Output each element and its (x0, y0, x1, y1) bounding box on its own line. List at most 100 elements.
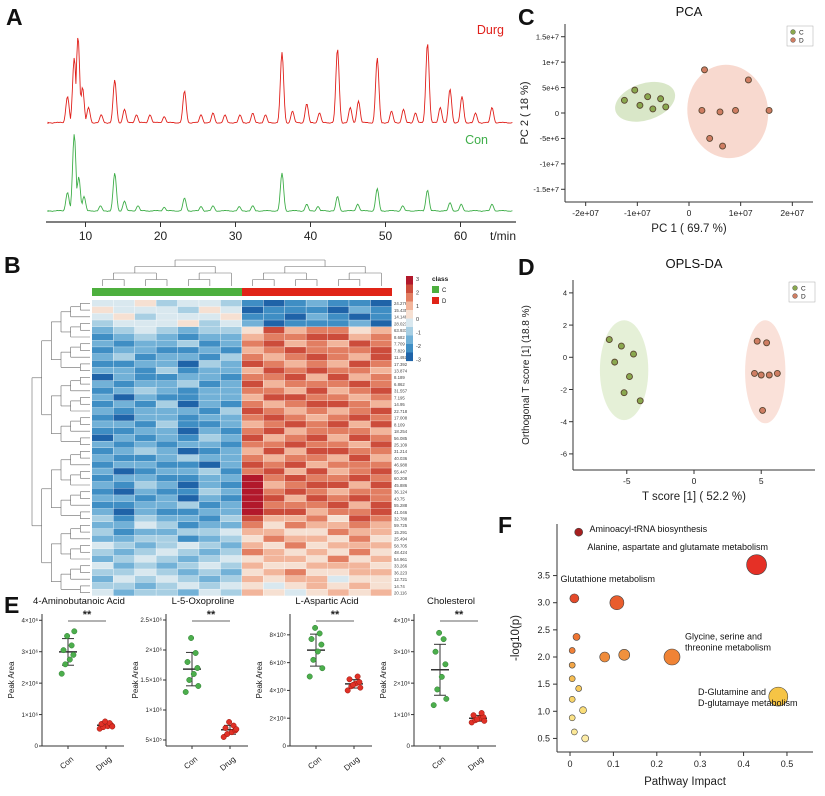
heatmap-cell (263, 501, 285, 509)
heatmap-cell (177, 347, 199, 354)
pathway-bubble (568, 675, 576, 683)
heatmap-cell (220, 501, 242, 509)
heatmap-cell (177, 515, 199, 522)
heatmap-cell (134, 562, 156, 569)
heatmap-cell (177, 522, 199, 529)
heatmap-cell (199, 400, 221, 408)
confidence-ellipse (615, 81, 676, 122)
y-tick-label: 0 (555, 109, 559, 118)
heatmap-cell (113, 495, 135, 502)
colorscale-swatch (406, 310, 413, 319)
heatmap-cell (284, 468, 306, 475)
pathway-bubble (579, 706, 587, 714)
heatmap-cell (177, 488, 199, 495)
heatmap-cell (306, 374, 328, 381)
heatmap-cell (113, 306, 135, 314)
x-tick-label: 0 (568, 759, 573, 769)
heatmap-cell (199, 367, 221, 374)
heatmap-cell (92, 441, 114, 448)
panel-label-c: C (518, 4, 535, 30)
heatmap-cell (349, 481, 371, 489)
significance-stars: ** (83, 609, 92, 621)
chromatogram-trace (47, 37, 513, 124)
heatmap-cell (199, 306, 221, 314)
heatmap-cell (349, 300, 371, 307)
heatmap-cell (156, 441, 178, 448)
colorscale-tick-label: -1 (416, 331, 421, 337)
heatmap-cell (220, 347, 242, 354)
heatmap-cell (284, 582, 306, 589)
significance-stars: ** (455, 609, 464, 621)
heatmap-row-label: 48.424 (394, 550, 408, 555)
heatmap-cell (156, 394, 178, 401)
heatmap-cell (177, 360, 199, 367)
pathway-bubble (663, 648, 681, 666)
heatmap-cell (284, 367, 306, 374)
heatmap-cell (92, 569, 114, 576)
heatmap-cell (327, 474, 349, 482)
heatmap-cell (284, 394, 306, 401)
heatmap-cell (284, 515, 306, 522)
heatmap-cell (242, 501, 264, 509)
class-legend-swatch (432, 286, 439, 293)
heatmap-row-label: 36.223 (394, 570, 408, 575)
heatmap-cell (220, 454, 242, 462)
heatmap-cell (113, 474, 135, 482)
data-point (443, 695, 450, 702)
panel-label-f: F (498, 512, 513, 538)
chromatogram-trace (47, 134, 513, 212)
heatmap-cell (220, 474, 242, 482)
heatmap-cell (242, 569, 264, 576)
heatmap-cell (156, 461, 178, 468)
heatmap-cell (220, 488, 242, 495)
heatmap-cell (199, 474, 221, 482)
data-point (636, 101, 644, 109)
heatmap-cell (306, 555, 328, 563)
heatmap-cell (306, 414, 328, 421)
x-tick-label: -5 (623, 476, 631, 486)
heatmap-cell (370, 575, 392, 583)
heatmap-cell (156, 468, 178, 475)
heatmap-cell (177, 306, 199, 314)
heatmap-cell (370, 589, 392, 596)
heatmap-cell (370, 488, 392, 495)
heatmap-cell (349, 575, 371, 583)
heatmap-row-label: 7.829 (394, 348, 405, 353)
heatmap-cell (199, 454, 221, 462)
heatmap-cell (156, 515, 178, 522)
heatmap-cell (327, 481, 349, 489)
subplot-title: L-5-Oxoproline (172, 596, 235, 607)
heatmap-cell (370, 501, 392, 509)
heatmap-cell (134, 394, 156, 401)
heatmap-cell (306, 333, 328, 341)
heatmap-cell (92, 360, 114, 367)
heatmap-cell (220, 374, 242, 381)
heatmap-cell (242, 474, 264, 482)
data-point (357, 684, 364, 691)
heatmap-cell (327, 569, 349, 576)
heatmap-cell (284, 495, 306, 502)
y-tick-label: 3×10⁶ (22, 649, 39, 656)
heatmap-cell (349, 448, 371, 455)
heatmap-cell (370, 367, 392, 374)
heatmap-cell (177, 555, 199, 563)
heatmap-cell (349, 407, 371, 415)
heatmap-row-label: 55.447 (394, 469, 408, 474)
heatmap-cell (284, 528, 306, 536)
heatmap-cell (263, 569, 285, 576)
heatmap-cell (242, 367, 264, 374)
heatmap-cell (242, 313, 264, 320)
heatmap-cell (370, 535, 392, 542)
heatmap-cell (92, 555, 114, 563)
data-point (753, 337, 761, 345)
panel-label-a: A (6, 4, 23, 30)
heatmap-cell (134, 582, 156, 589)
y-tick-label: 4×10⁶ (394, 617, 411, 624)
y-axis-label: Peak Area (255, 661, 264, 698)
heatmap-cell (92, 535, 114, 542)
heatmap-cell (177, 454, 199, 462)
y-tick-label: -6 (560, 450, 567, 459)
data-point (68, 642, 75, 649)
data-point (773, 369, 781, 377)
heatmap-cell (284, 474, 306, 482)
